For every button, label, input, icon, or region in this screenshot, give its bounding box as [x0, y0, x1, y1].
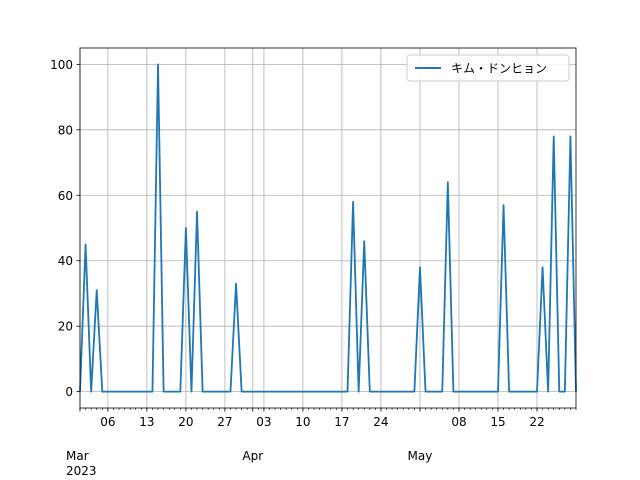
x-tick-label: 24	[373, 415, 388, 429]
y-tick-label: 40	[58, 254, 73, 268]
y-tick-label: 0	[65, 385, 73, 399]
x-axis: 06 13 20 27 03 10 17 24 08 15 22 Mar 2023 Apr May	[66, 408, 577, 478]
x-tick-label: 15	[490, 415, 505, 429]
x-major-tick-label: May	[408, 449, 433, 463]
y-tick-label: 100	[50, 58, 73, 72]
x-major-tick-label: Apr	[242, 449, 263, 463]
series-layer	[79, 63, 577, 393]
x-tick-label: 08	[451, 415, 466, 429]
y-axis: 0 20 40 60 80 100	[50, 58, 80, 399]
x-tick-label: 06	[100, 415, 115, 429]
x-tick-label: 17	[334, 415, 349, 429]
x-major-tick-label: Mar 2023	[66, 449, 97, 478]
x-tick-label: 22	[529, 415, 544, 429]
legend-label: キム・ドンヒョン	[451, 62, 547, 76]
x-tick-label: 10	[295, 415, 310, 429]
x-tick-label: 20	[178, 415, 193, 429]
y-tick-label: 80	[58, 123, 73, 137]
legend: キム・ドンヒョン	[406, 54, 570, 82]
x-tick-label: 27	[217, 415, 232, 429]
grid	[79, 48, 576, 408]
y-tick-label: 60	[58, 189, 73, 203]
legend-box	[406, 54, 570, 82]
x-tick-label: 13	[139, 415, 154, 429]
series-line	[79, 63, 577, 393]
plot-frame	[79, 47, 577, 409]
y-tick-label: 20	[58, 320, 73, 334]
x-tick-label: 03	[256, 415, 271, 429]
